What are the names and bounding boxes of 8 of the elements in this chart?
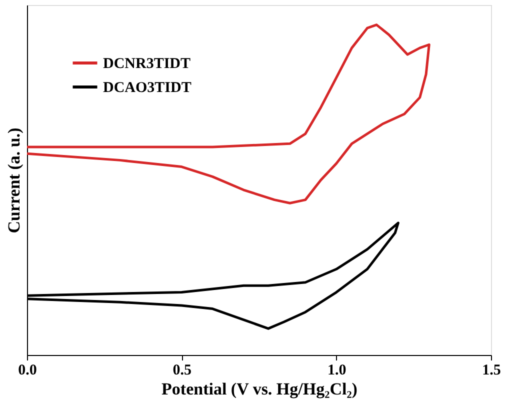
x-tick-label: 1.5 xyxy=(482,362,501,378)
y-axis-title: Current (a. u.) xyxy=(4,128,24,234)
x-tick-label: 0.5 xyxy=(172,362,192,378)
x-tick-label: 1.0 xyxy=(327,362,346,378)
legend-label: DCAO3TIDT xyxy=(103,80,192,96)
x-tick-label: 0.0 xyxy=(18,362,37,378)
x-axis-title: Potential (V vs. Hg/Hg₂Cl₂) xyxy=(162,380,358,398)
legend-label: DCNR3TIDT xyxy=(103,56,191,72)
